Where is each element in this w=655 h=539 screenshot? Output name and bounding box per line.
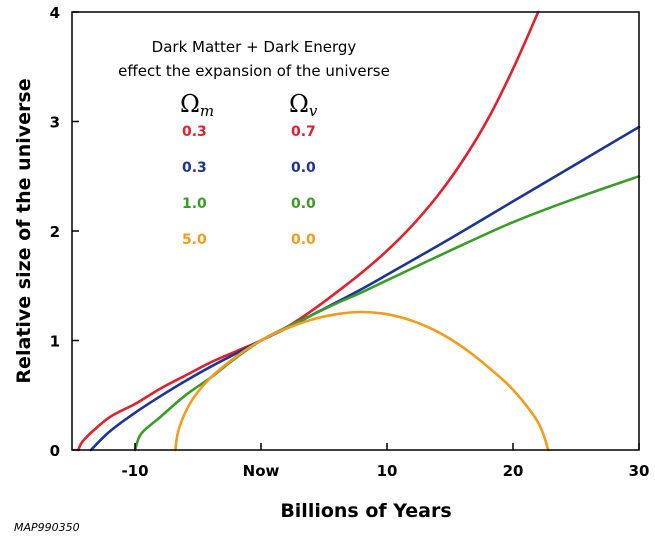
legend-omega-m-value: 1.0 [182, 196, 207, 212]
legend-omega-v-value: 0.0 [291, 232, 316, 248]
series-line-3 [133, 175, 641, 452]
x-tick-label: -10 [121, 462, 148, 480]
legend-header-omega-v: Ωv [289, 90, 318, 120]
legend-omega-m-value: 0.3 [182, 160, 207, 176]
series-layer [77, 10, 641, 452]
x-axis-title: Billions of Years [280, 500, 451, 522]
axis-ticks: -10 Now 10 20 30 0 1 2 3 4 [50, 4, 650, 480]
legend-omega-v-value: 0.0 [291, 196, 316, 212]
y-tick-label: 4 [50, 4, 60, 22]
legend-omega-m-value: 0.3 [182, 124, 207, 140]
x-tick-label: 10 [377, 462, 398, 480]
series-line-1 [77, 10, 540, 452]
y-tick-label: 1 [50, 333, 60, 351]
source-id: MAP990350 [14, 521, 80, 534]
legend: Ωm Ωv 0.3 0.7 0.3 0.0 1.0 0.0 5.0 0.0 [180, 90, 318, 248]
y-tick-label: 3 [50, 114, 60, 132]
series-line-4 [174, 310, 550, 452]
legend-rows: 0.3 0.7 0.3 0.0 1.0 0.0 5.0 0.0 [182, 124, 316, 248]
annotation-line-1: Dark Matter + Dark Energy [152, 38, 357, 56]
x-tick-label: Now [243, 462, 280, 480]
y-tick-label: 0 [50, 442, 60, 460]
y-tick-label: 2 [50, 223, 60, 241]
annotation-line-2: effect the expansion of the universe [118, 62, 390, 80]
legend-omega-v-value: 0.0 [291, 160, 316, 176]
y-axis-title: Relative size of the universe [13, 78, 35, 383]
legend-omega-m-value: 5.0 [182, 232, 207, 248]
legend-omega-v-value: 0.7 [291, 124, 316, 140]
legend-header-omega-m: Ωm [180, 90, 214, 120]
x-tick-label: 30 [629, 462, 650, 480]
x-tick-label: 20 [503, 462, 524, 480]
